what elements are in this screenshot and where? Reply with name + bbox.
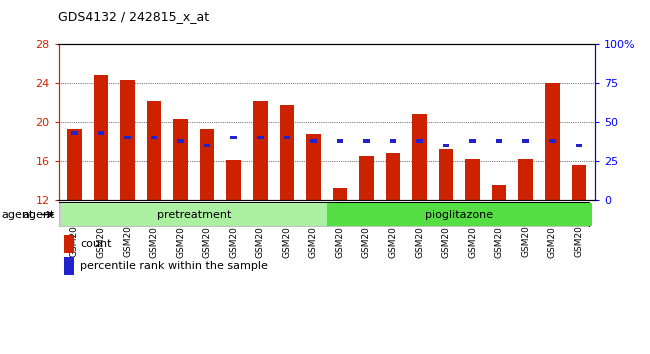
Bar bbox=[200, 129, 214, 200]
Bar bbox=[469, 139, 476, 143]
Bar bbox=[523, 139, 529, 143]
FancyBboxPatch shape bbox=[58, 202, 590, 227]
Bar bbox=[64, 235, 73, 253]
Bar bbox=[439, 149, 454, 200]
Bar bbox=[363, 139, 370, 143]
Bar bbox=[226, 160, 241, 200]
Bar bbox=[385, 153, 400, 200]
Bar bbox=[61, 203, 326, 226]
Bar bbox=[253, 101, 268, 200]
Bar bbox=[390, 139, 396, 143]
Bar bbox=[98, 131, 104, 135]
Bar bbox=[64, 257, 73, 275]
Text: count: count bbox=[80, 239, 111, 249]
Bar bbox=[120, 80, 135, 200]
Bar bbox=[465, 159, 480, 200]
Text: agent: agent bbox=[1, 210, 34, 219]
Text: percentile rank within the sample: percentile rank within the sample bbox=[80, 261, 268, 271]
Bar bbox=[151, 136, 157, 139]
Bar bbox=[306, 134, 320, 200]
Bar bbox=[174, 119, 188, 200]
Bar bbox=[416, 139, 422, 143]
Bar bbox=[545, 83, 560, 200]
Bar bbox=[571, 165, 586, 200]
Bar bbox=[283, 136, 290, 139]
Bar bbox=[67, 129, 82, 200]
Bar bbox=[310, 139, 317, 143]
Bar bbox=[359, 156, 374, 200]
Text: pioglitazone: pioglitazone bbox=[425, 210, 493, 219]
Text: pretreatment: pretreatment bbox=[157, 210, 231, 219]
Bar bbox=[496, 139, 502, 143]
Text: GDS4132 / 242815_x_at: GDS4132 / 242815_x_at bbox=[58, 10, 209, 23]
Bar bbox=[124, 136, 131, 139]
Bar bbox=[326, 203, 592, 226]
Bar bbox=[575, 144, 582, 147]
Bar bbox=[280, 104, 294, 200]
Bar bbox=[257, 136, 263, 139]
Bar bbox=[177, 139, 184, 143]
Text: agent: agent bbox=[23, 210, 55, 219]
Bar bbox=[337, 139, 343, 143]
Bar bbox=[147, 101, 161, 200]
Bar bbox=[549, 139, 556, 143]
Bar bbox=[492, 185, 506, 200]
Bar bbox=[71, 131, 78, 135]
Bar bbox=[333, 188, 347, 200]
Bar bbox=[231, 136, 237, 139]
Bar bbox=[443, 144, 449, 147]
Bar bbox=[94, 75, 109, 200]
Bar bbox=[412, 114, 427, 200]
Bar bbox=[204, 144, 211, 147]
Bar bbox=[519, 159, 533, 200]
